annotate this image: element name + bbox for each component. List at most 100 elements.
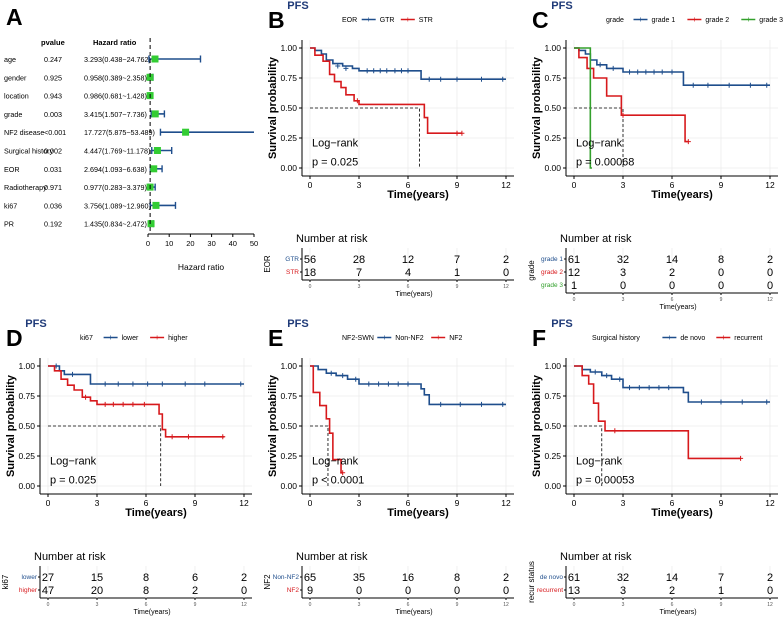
panel-letter: F (532, 325, 546, 351)
censor-mark (343, 65, 349, 71)
risk-count: 18 (304, 267, 316, 279)
panel-letter: B (268, 7, 285, 33)
censor-mark (364, 68, 370, 74)
forest-row-hr: 0.958(0.389~2.358) (84, 73, 147, 82)
censor-mark (185, 434, 191, 440)
censor-mark (705, 82, 711, 88)
x-tick-label: 12 (765, 180, 775, 190)
y-axis-label: Survival probability (531, 374, 543, 477)
x-tick-label: 3 (621, 180, 626, 190)
risk-count: 0 (767, 585, 773, 597)
censor-mark (169, 434, 175, 440)
logrank-label: Log−rank (576, 455, 623, 467)
censor-mark (764, 82, 770, 88)
forest-hr-point (182, 128, 190, 136)
risk-row-label: GTR (285, 256, 299, 263)
legend-key-plus: + (721, 333, 726, 342)
forest-row-pvalue: 0.971 (44, 183, 62, 192)
forest-row-hr: 4.447(1.769~11.178) (84, 147, 150, 156)
panel-title: PFS (25, 318, 46, 330)
censor-mark (385, 381, 391, 387)
forest-hr-point (151, 110, 159, 118)
censor-mark (669, 69, 675, 75)
censor-mark (643, 69, 649, 75)
legend-key-plus: + (692, 15, 697, 24)
censor-mark (354, 98, 360, 104)
y-tick-label: 0.50 (544, 103, 561, 113)
legend: ki67 + lower + higher (80, 333, 188, 342)
risk-row-label: grade 1 (541, 256, 563, 263)
y-tick-label: 0.25 (544, 451, 561, 461)
legend-title: Surgical history (592, 335, 640, 342)
censor-mark (747, 82, 753, 88)
risk-x-tick-label: 0 (573, 297, 576, 303)
forest-hr-point (146, 73, 154, 81)
y-tick-label: 0.50 (280, 421, 297, 431)
forest-row-hr: 17.727(5.875~53.489) (84, 128, 155, 137)
legend-key-plus: + (405, 15, 410, 24)
risk-count: 2 (503, 254, 509, 266)
risk-row-label: lower (21, 574, 37, 581)
legend-key-plus: + (382, 333, 387, 342)
risk-x-tick-label: 12 (767, 297, 773, 303)
y-axis-label: Survival probability (531, 56, 543, 159)
risk-x-tick-label: 9 (194, 602, 197, 608)
km-curve-nf2 (310, 365, 343, 474)
censor-mark (83, 394, 89, 400)
legend-label: GTR (380, 17, 395, 24)
risk-y-label: NF2 (263, 574, 272, 590)
forest-row-pvalue: 0.192 (44, 220, 62, 229)
risk-x-label: Time(years) (659, 609, 696, 616)
risk-count: 8 (718, 254, 724, 266)
x-tick-label: 9 (193, 498, 198, 508)
y-tick-label: 0.25 (544, 133, 561, 143)
censor-mark (438, 76, 444, 82)
y-axis-label: Survival probability (267, 56, 279, 159)
censor-mark (610, 65, 616, 71)
y-tick-label: 1.00 (544, 361, 561, 371)
censor-mark (698, 399, 704, 405)
risk-x-tick-label: 3 (358, 284, 361, 290)
censor-mark (685, 139, 691, 145)
logrank-label: Log−rank (50, 455, 97, 467)
y-tick-label: 1.00 (544, 43, 561, 53)
censor-mark (604, 373, 610, 379)
risk-count: 8 (143, 585, 149, 597)
risk-x-tick-label: 6 (145, 602, 148, 608)
censor-mark (454, 130, 460, 136)
risk-count: 15 (91, 572, 103, 584)
risk-x-tick-label: 9 (456, 602, 459, 608)
risk-count: 8 (143, 572, 149, 584)
risk-count: 12 (568, 267, 580, 279)
x-axis-label: Time(years) (387, 189, 449, 201)
risk-count: 9 (307, 585, 313, 597)
risk-count: 0 (767, 280, 773, 292)
risk-count: 0 (503, 585, 509, 597)
censor-mark (426, 76, 432, 82)
risk-x-label: Time(years) (395, 609, 432, 616)
km-curve-recurrent (574, 365, 741, 460)
risk-count: 2 (192, 585, 198, 597)
censor-mark (627, 69, 633, 75)
y-tick-label: 0.50 (18, 421, 35, 431)
risk-count: 65 (304, 572, 316, 584)
y-axis-label: Survival probability (5, 374, 17, 477)
legend-title: ki67 (80, 335, 93, 342)
legend-key-plus: + (667, 333, 672, 342)
legend-label: recurrent (734, 335, 762, 342)
x-tick-label: 6 (670, 498, 675, 508)
censor-mark (479, 76, 484, 82)
risk-count: 14 (666, 254, 678, 266)
risk-y-label: recur status (527, 561, 536, 603)
forest-row-hr: 1.435(0.834~2.472) (84, 220, 147, 229)
legend: grade + grade 1 + grade 2 + grade 3 (606, 15, 783, 24)
legend-label: higher (168, 335, 188, 342)
censor-mark (646, 385, 652, 391)
x-tick-label: 6 (144, 498, 149, 508)
risk-count: 0 (718, 280, 724, 292)
risk-count: 0 (620, 280, 626, 292)
risk-count: 7 (356, 267, 362, 279)
risk-x-tick-label: 9 (720, 602, 723, 608)
censor-mark (405, 381, 411, 387)
